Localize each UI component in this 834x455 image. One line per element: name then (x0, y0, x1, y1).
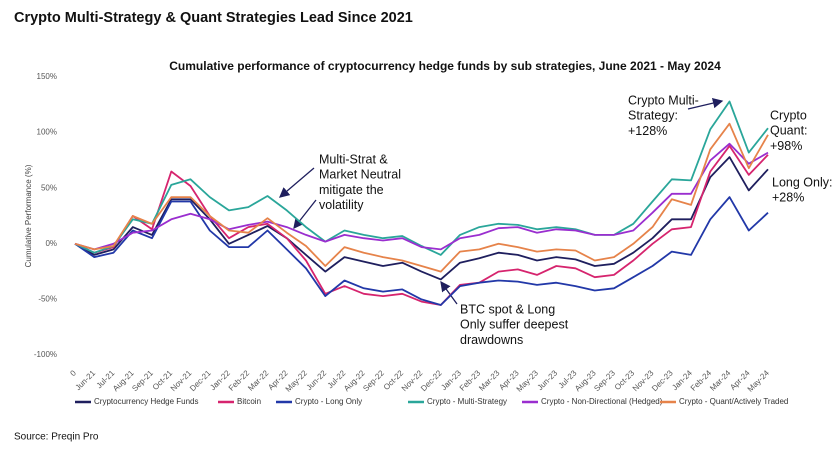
annotation: drawdowns (460, 333, 523, 347)
x-tick-label: May-23 (515, 368, 541, 394)
arrow (440, 280, 458, 305)
series-line (74, 142, 769, 251)
x-tick-label: May-22 (284, 368, 310, 394)
annotation: +98% (770, 139, 802, 153)
y-tick-label: -50% (38, 295, 57, 304)
x-tick-label: Sep-21 (130, 368, 155, 393)
x-tick-label: Dec-22 (419, 368, 444, 393)
x-tick-label: Dec-21 (188, 368, 213, 393)
annotation: +28% (772, 191, 804, 205)
y-tick-label: 150% (37, 72, 57, 81)
x-tick-label: Sep-23 (592, 368, 617, 393)
legend-label: Cryptocurrency Hedge Funds (94, 397, 199, 406)
annotation: Long Only: (772, 175, 832, 189)
x-tick-label: May-24 (746, 368, 772, 394)
y-tick-label: 50% (41, 183, 57, 192)
y-tick-label: -100% (34, 350, 57, 359)
annotation: BTC spot & Long (460, 302, 555, 316)
annotation: Multi-Strat & (319, 152, 388, 166)
x-tick-label: Dec-23 (650, 368, 675, 393)
series-line (74, 156, 769, 281)
y-axis-label: Cumulative Performance (%) (24, 164, 33, 267)
annotation: Strategy: (628, 109, 678, 123)
series-line (74, 100, 769, 256)
arrow (293, 199, 317, 230)
legend-label: Bitcoin (237, 397, 261, 406)
annotation: Quant: (770, 124, 808, 138)
source: Source: Preqin Pro (14, 432, 99, 443)
y-tick-label: 0% (45, 239, 57, 248)
x-tick-label: Mar-23 (477, 368, 502, 393)
page-title: Crypto Multi-Strategy & Quant Strategies… (14, 10, 413, 26)
annotation: Crypto Multi- (628, 93, 699, 107)
annotation: Market Neutral (319, 168, 401, 182)
legend-label: Crypto - Quant/Actively Traded (679, 397, 788, 406)
x-tick-label: Mar-22 (246, 368, 271, 393)
x-tick-label: Mar-24 (708, 368, 733, 393)
annotation: Only suffer deepest (460, 318, 569, 332)
x-tick-label: Jun-21 (73, 368, 97, 392)
x-tick-label: Jun-23 (535, 368, 559, 392)
series-line (74, 145, 769, 306)
legend-label: Crypto - Multi-Strategy (427, 397, 507, 406)
annotation: +128% (628, 124, 667, 138)
legend-label: Crypto - Long Only (295, 397, 362, 406)
annotation: mitigate the (319, 183, 384, 197)
y-tick-label: 100% (37, 128, 57, 137)
legend-label: Crypto - Non-Directional (Hedged) (541, 397, 663, 406)
series-line (74, 196, 769, 306)
series-line (74, 122, 769, 273)
arrow (279, 167, 315, 198)
annotation: Crypto (770, 108, 807, 122)
annotation: volatility (319, 198, 364, 212)
x-tick-label: Jun-22 (304, 368, 328, 392)
x-tick-label: 0 (68, 368, 78, 378)
x-tick-label: Sep-22 (361, 368, 386, 393)
chart-title: Cumulative performance of cryptocurrency… (169, 59, 721, 73)
arrow (687, 98, 724, 110)
